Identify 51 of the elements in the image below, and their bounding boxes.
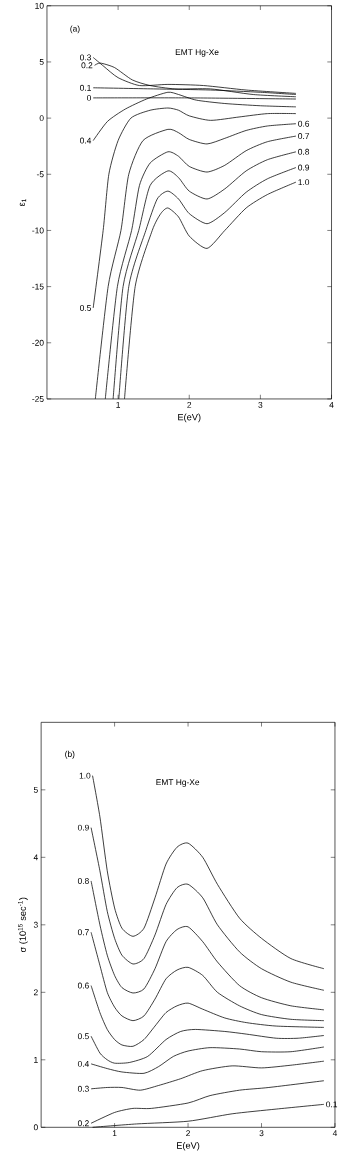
y-tick-label: 4 (33, 854, 38, 861)
x-tick-label: 3 (258, 401, 263, 408)
x-axis-title: E(eV) (178, 413, 201, 423)
y-tick-label: -10 (32, 227, 44, 234)
x-tick-label: 4 (332, 1130, 337, 1137)
series-label: 0.3 (79, 54, 91, 61)
annotation: EMT Hg-Xe (156, 779, 200, 787)
y-tick-label: 5 (39, 59, 44, 65)
x-tick-label: 4 (329, 401, 334, 408)
x-tick-label: 3 (259, 1130, 264, 1137)
series-label: 0.1 (325, 1101, 337, 1108)
x-tick-label: 1 (112, 1130, 117, 1137)
series-label: 1.0 (79, 772, 91, 779)
series-label: 0 (86, 94, 91, 101)
series-label: 0.4 (77, 1060, 89, 1067)
series-label: 1.0 (298, 179, 309, 186)
series-label: 0.3 (77, 1085, 89, 1092)
y-tick-label: 2 (33, 989, 38, 996)
annotation: (b) (65, 750, 75, 759)
y-tick-label: 0 (39, 115, 44, 122)
y-axis-title: ε$_{1}$ (19, 199, 26, 207)
series-label: 0.1 (79, 84, 91, 91)
y-tick-label: 10 (35, 2, 44, 9)
series-label: 0.8 (77, 877, 89, 884)
series-label: 0.8 (297, 148, 309, 155)
series-label: 0.6 (77, 982, 89, 989)
series-label: 0.2 (77, 1120, 89, 1127)
x-tick-label: 2 (185, 1130, 190, 1137)
y-tick-label: -25 (32, 395, 44, 402)
series-label: 0.9 (77, 824, 89, 831)
annotation: (a) (70, 25, 80, 34)
x-tick-label: 2 (187, 401, 191, 408)
y-axis-title: σ (10$^{15}$ sec$^{-1}$) (17, 897, 28, 953)
series-label: 0.4 (79, 137, 91, 144)
series-label: 0.7 (77, 929, 89, 936)
x-axis-title: E(eV) (176, 1141, 200, 1151)
series-label: 0.9 (297, 164, 309, 171)
y-tick-label: 1 (33, 1056, 38, 1063)
y-tick-label: -15 (32, 283, 44, 290)
annotation: EMT Hg-Xe (175, 49, 219, 57)
legend-label: 0.6 (297, 120, 309, 127)
series-label: 0.7 (297, 133, 309, 140)
y-tick-label: -20 (32, 339, 44, 346)
series-label: 0.5 (79, 304, 91, 311)
series-label: 0.2 (81, 62, 93, 69)
y-tick-label: -5 (36, 171, 44, 178)
y-tick-label: 3 (33, 921, 38, 928)
y-tick-label: 5 (33, 786, 38, 793)
y-tick-label: 0 (33, 1124, 38, 1131)
x-tick-label: 1 (116, 401, 120, 408)
series-label: 0.5 (77, 1033, 89, 1040)
